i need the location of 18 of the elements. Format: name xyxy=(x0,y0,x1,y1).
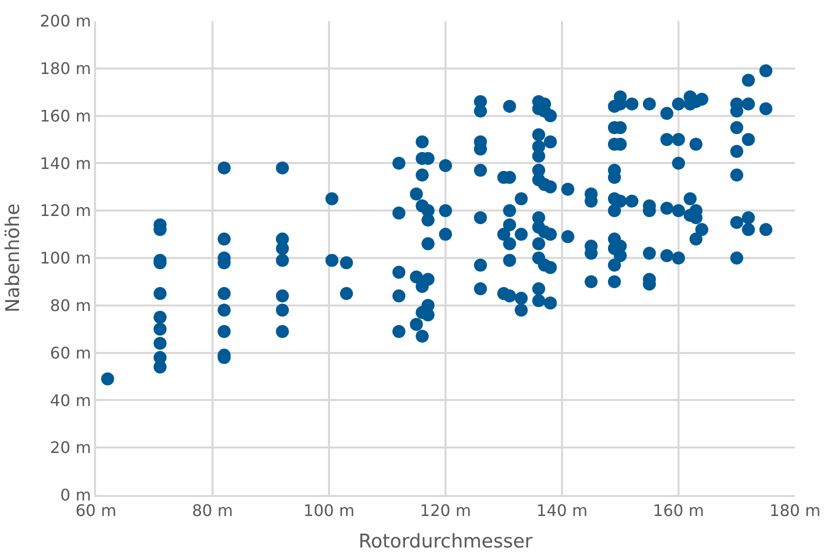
y-tick-label: 180 m xyxy=(40,59,92,78)
x-tick-label: 120 m xyxy=(420,500,472,520)
y-tick-label: 200 m xyxy=(40,12,92,31)
y-tick-label: 60 m xyxy=(50,343,92,362)
x-tick-label: 160 m xyxy=(652,500,704,520)
y-tick-label: 100 m xyxy=(40,248,92,268)
y-tick-label: 20 m xyxy=(50,438,92,458)
x-tick-label: 80 m xyxy=(192,500,234,520)
y-tick-label: 80 m xyxy=(50,296,92,315)
x-axis-title: Rotordurchmesser xyxy=(358,530,533,552)
y-tick-label: 120 m xyxy=(40,201,92,220)
y-tick-label: 40 m xyxy=(50,390,92,410)
x-tick-label: 100 m xyxy=(303,500,355,520)
x-tick-label: 140 m xyxy=(536,500,588,520)
y-axis-title: Nabenhöhe xyxy=(2,203,24,313)
y-tick-label: 140 m xyxy=(40,154,92,173)
y-tick-label: 160 m xyxy=(40,106,92,126)
x-tick-label: 180 m xyxy=(769,500,821,520)
